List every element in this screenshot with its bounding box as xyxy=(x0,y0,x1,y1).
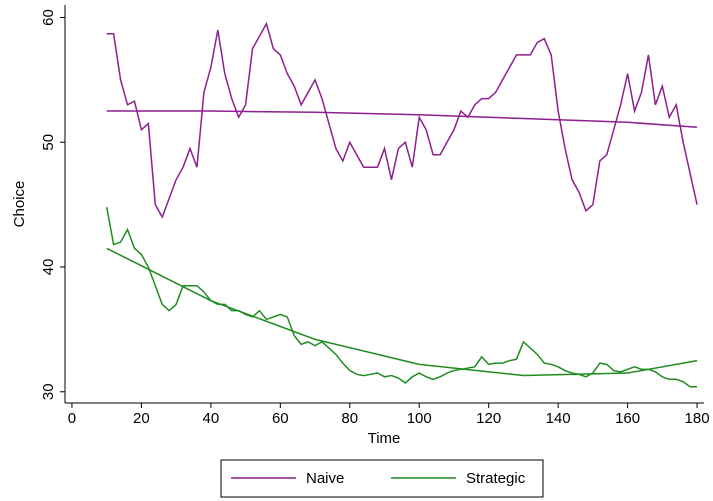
x-tick-label: 0 xyxy=(68,410,76,427)
x-tick-label: 180 xyxy=(685,410,710,427)
legend-label: Naive xyxy=(306,470,344,487)
y-tick-label: 50 xyxy=(40,134,57,151)
x-tick-label: 140 xyxy=(546,410,571,427)
x-tick-label: 40 xyxy=(203,410,220,427)
fit-line xyxy=(106,110,698,129)
x-tick-label: 20 xyxy=(133,410,150,427)
x-axis-label: Time xyxy=(368,430,401,447)
x-tick-label: 80 xyxy=(341,410,358,427)
y-axis-label: Choice xyxy=(11,181,28,228)
x-tick-label: 160 xyxy=(615,410,640,427)
series-line xyxy=(106,21,698,219)
y-tick-label: 60 xyxy=(40,9,57,26)
x-tick-label: 60 xyxy=(272,410,289,427)
y-tick-label: 40 xyxy=(40,259,57,276)
x-tick-label: 120 xyxy=(476,410,501,427)
x-tick-label: 100 xyxy=(407,410,432,427)
legend-label: Strategic xyxy=(466,470,526,487)
series-line xyxy=(105,206,698,388)
y-tick-label: 30 xyxy=(40,383,57,400)
fit-line xyxy=(106,247,698,377)
